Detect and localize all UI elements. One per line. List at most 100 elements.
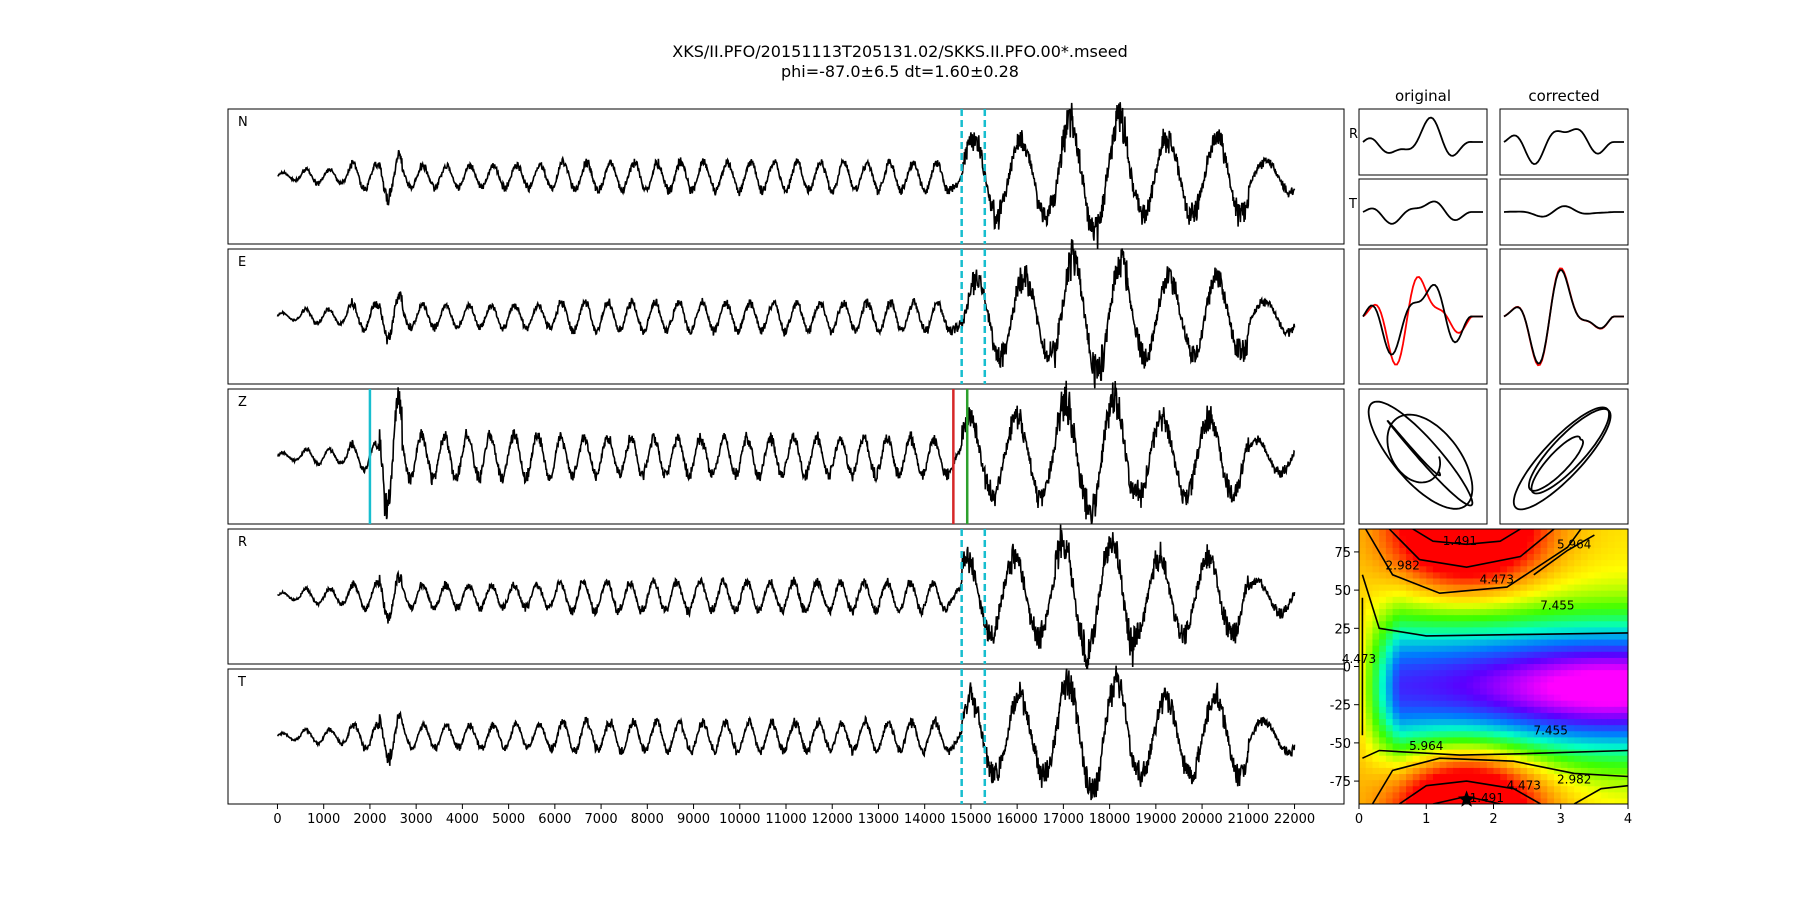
heatmap-cell <box>1500 663 1508 671</box>
heatmap-cell <box>1560 669 1569 677</box>
heatmap-cell <box>1385 645 1394 652</box>
heatmap-cell <box>1365 749 1374 756</box>
heatmap-cell <box>1506 773 1515 781</box>
heatmap-cell <box>1426 706 1434 713</box>
heatmap-cell <box>1621 559 1628 567</box>
heatmap-cell <box>1554 584 1562 591</box>
heatmap-cell <box>1419 571 1427 579</box>
heatmap-cell <box>1587 590 1595 597</box>
heatmap-cell <box>1594 535 1602 542</box>
heatmap-cell <box>1459 736 1468 744</box>
heatmap-cell <box>1513 565 1521 573</box>
heatmap-cell <box>1426 730 1434 738</box>
x-tick-label: 0 <box>273 812 281 827</box>
heatmap-cell <box>1372 559 1380 567</box>
heatmap-cell <box>1480 724 1488 732</box>
heatmap-cell <box>1466 700 1474 707</box>
contour-6 <box>1362 749 1628 759</box>
heatmap-cell <box>1500 724 1508 732</box>
heatmap-cell <box>1500 657 1508 665</box>
heatmap-cell <box>1392 712 1400 720</box>
heatmap-cell <box>1567 761 1575 768</box>
heatmap-cell <box>1486 736 1495 744</box>
heatmap-cell <box>1385 553 1394 561</box>
heatmap-cell <box>1432 779 1441 787</box>
heatmap-cell <box>1385 700 1394 707</box>
panel-frame <box>227 388 1345 525</box>
heatmap-cell <box>1412 736 1421 744</box>
heatmap-cell <box>1540 785 1548 793</box>
heatmap-cell <box>1607 626 1616 634</box>
heatmap-cell <box>1527 742 1535 750</box>
heatmap-cell <box>1486 669 1495 677</box>
heatmap-cell <box>1520 651 1528 658</box>
heatmap-cell <box>1486 706 1495 713</box>
heatmap-cell <box>1614 730 1622 738</box>
heatmap-cell <box>1426 669 1434 677</box>
heatmap-cell <box>1392 651 1400 658</box>
heatmap-cell <box>1560 712 1569 720</box>
heatmap-cell <box>1547 675 1555 683</box>
heatmap-cell <box>1601 553 1609 561</box>
heatmap-cell <box>1567 547 1575 555</box>
heatmap-cell <box>1533 590 1542 597</box>
heatmap-cell <box>1506 553 1515 561</box>
seismogram-panel-n: N <box>227 102 1345 250</box>
heatmap-cell <box>1419 761 1427 768</box>
heatmap-cell <box>1419 669 1427 677</box>
heatmap-cell <box>1365 620 1374 628</box>
heatmap-cell <box>1392 657 1400 665</box>
heatmap-cell <box>1392 742 1400 750</box>
heatmap-cell <box>1439 779 1448 787</box>
heatmap-cell <box>1379 736 1387 744</box>
heatmap-cell <box>1594 755 1602 762</box>
heatmap-cell <box>1480 632 1488 640</box>
heatmap-cell <box>1446 547 1454 555</box>
heatmap-cell <box>1547 785 1555 793</box>
heatmap-cell <box>1594 779 1602 787</box>
heatmap-cell <box>1473 742 1481 750</box>
heatmap-cell <box>1547 755 1555 762</box>
heatmap-cell <box>1385 791 1394 799</box>
heatmap-cell <box>1466 614 1474 622</box>
heatmap-cell <box>1459 651 1468 658</box>
heatmap-cell <box>1574 559 1582 567</box>
heatmap-cell <box>1594 553 1602 561</box>
heatmap-cell <box>1533 700 1542 707</box>
heatmap-cell <box>1621 535 1628 542</box>
heatmap-cell <box>1406 755 1414 762</box>
heatmap-cell <box>1520 681 1528 689</box>
heatmap-cell <box>1621 755 1628 762</box>
heatmap-cell <box>1466 712 1474 720</box>
x-tick-label: 2000 <box>353 812 386 827</box>
heatmap-cell <box>1554 651 1562 658</box>
heatmap-cell <box>1432 675 1441 683</box>
heatmap-cell <box>1459 639 1468 646</box>
heatmap-cell <box>1594 761 1602 768</box>
heatmap-cell <box>1385 559 1394 567</box>
heatmap-cell <box>1486 608 1495 616</box>
heatmap-cell <box>1614 779 1622 787</box>
heatmap-cell <box>1500 736 1508 744</box>
heatmap-cell <box>1621 608 1628 616</box>
heatmap-cell <box>1506 724 1515 732</box>
heatmap-cell <box>1506 535 1515 542</box>
heatmap-cell <box>1446 626 1454 634</box>
heatmap-cell <box>1466 706 1474 713</box>
heatmap-cell <box>1560 535 1569 542</box>
heatmap-cell <box>1554 541 1562 548</box>
heatmap-cell <box>1439 553 1448 561</box>
heatmap-cell <box>1520 736 1528 744</box>
heatmap-cell <box>1607 651 1616 658</box>
heatmap-cell <box>1399 785 1407 793</box>
heatmap-cell <box>1513 730 1521 738</box>
heatmap-cell <box>1365 791 1374 799</box>
heatmap-cell <box>1560 706 1569 713</box>
heatmap-cell <box>1493 553 1501 561</box>
heatmap-cell <box>1372 577 1380 585</box>
heatmap-cell <box>1513 724 1521 732</box>
heatmap-cell <box>1567 724 1575 732</box>
heatmap-cell <box>1486 785 1495 793</box>
